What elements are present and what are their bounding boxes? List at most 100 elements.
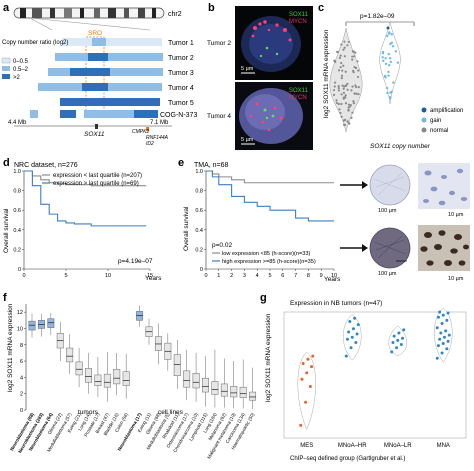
data-point [347,103,351,106]
y-axis-label: Overall survival [3,208,10,253]
data-point [343,40,346,43]
data-point [385,86,389,90]
data-point [347,121,350,124]
panel-e: TMA, n=68 Overall survival 0 0.2 0.4 0.6 0.8… [178,155,474,290]
x-tick-label: 5 [64,273,67,279]
data-point [390,33,393,36]
data-point [402,328,406,332]
category-labels: Neuroblastoma (88)Neuroblastoma (283)Neu… [9,412,256,460]
legend-label: low expression <85 (h-score)(n=33) [222,251,310,257]
data-point [446,311,450,315]
data-point [435,326,439,330]
data-point [441,313,445,317]
panel-g-svg: Expression in NB tumors (n=47) log2 SOX1… [265,300,467,462]
chart-title: Expression in NB tumors (n=47) [290,300,382,307]
panel-d: NRC dataset, n=276 Overall survival 0 0.2… [0,155,178,290]
data-point [395,346,399,350]
data-point [439,331,443,335]
data-point [399,343,403,347]
data-point [347,106,350,109]
boxplots [28,305,257,410]
gene-marker [146,127,149,131]
data-point [438,310,442,314]
category-labels: MES MNoA–HR MNoA–LR MNA [300,443,450,449]
y-tick-label: 0 [18,267,21,273]
data-point [384,57,387,60]
y-axis-label: Overall survival [183,206,190,251]
data-point [352,102,356,105]
data-point [351,111,354,114]
data-point [345,337,349,341]
x-tick-label: 10 [105,273,111,279]
panel-label-d: d [3,157,10,169]
panel-c-svg: p=1.82e–09 log2 SOX11 mRNA expression SO… [323,13,463,150]
y-axis-label: log2 SOX11 mRNA expression [265,313,272,402]
data-point [355,92,358,95]
data-point [397,331,401,335]
data-point [387,63,391,67]
violin-normal [329,27,363,133]
x-tick-label: 1 [217,273,220,279]
data-point [346,82,349,85]
x-tick-label: 5 [268,273,271,279]
panel-label-g: g [260,292,267,304]
data-point [332,88,336,92]
sro-label: SRO [88,30,102,37]
data-point [438,337,442,341]
y-tick-label: 0.6 [13,208,21,214]
scale-label: 100 µm [378,271,397,277]
plot-frame [283,311,467,439]
box [211,381,219,395]
sox11-signals [263,108,275,120]
data-point [445,347,449,351]
data-point [344,96,347,99]
data-point [337,84,340,88]
data-point [344,84,347,87]
data-point [382,59,385,63]
gene-rnf144a: RNF144A [146,135,169,141]
tumor-label: Tumor 5 [168,100,194,107]
scatter-points [332,26,400,126]
chromosome-label: chr2 [168,11,182,18]
x-tick-label: 0 [204,273,207,279]
panel-label-a: a [3,2,10,14]
data-point [338,108,341,111]
nuclei [423,168,468,206]
y-tick-label: 0 [200,267,203,273]
x-tick-label: 8 [307,273,310,279]
data-point [440,322,444,326]
data-point [391,45,395,48]
data-point [333,81,337,84]
legend-swatch [1,57,11,64]
box [28,320,36,331]
data-point [350,89,353,92]
data-point [350,335,354,339]
data-point [343,123,347,126]
box [136,311,144,321]
data-point [436,344,440,348]
data-point [346,44,349,47]
survival-curve [206,170,334,222]
pvalue: p=1.82e–09 [360,13,395,20]
data-point [381,56,384,59]
survival-curves [24,170,147,227]
tumor-label: Tumor 1 [168,40,194,47]
data-point [338,56,342,59]
panel-g: Expression in NB tumors (n=47) log2 SOX1… [260,290,474,471]
pvalue: p=4.19e–07 [118,258,153,265]
data-point [343,46,346,49]
mycn-signals [249,102,283,132]
data-point [342,64,345,67]
violin [297,351,316,431]
data-point [337,87,340,90]
survival-curves [206,170,334,222]
sox11-signals [259,46,279,58]
box [202,377,209,393]
x-tick-label: 6 [281,273,284,279]
data-point [340,74,344,77]
data-point [386,91,389,95]
data-point [353,55,356,58]
y-tick-label: 0.8 [13,189,21,195]
data-point [355,85,358,89]
data-point [335,99,338,102]
